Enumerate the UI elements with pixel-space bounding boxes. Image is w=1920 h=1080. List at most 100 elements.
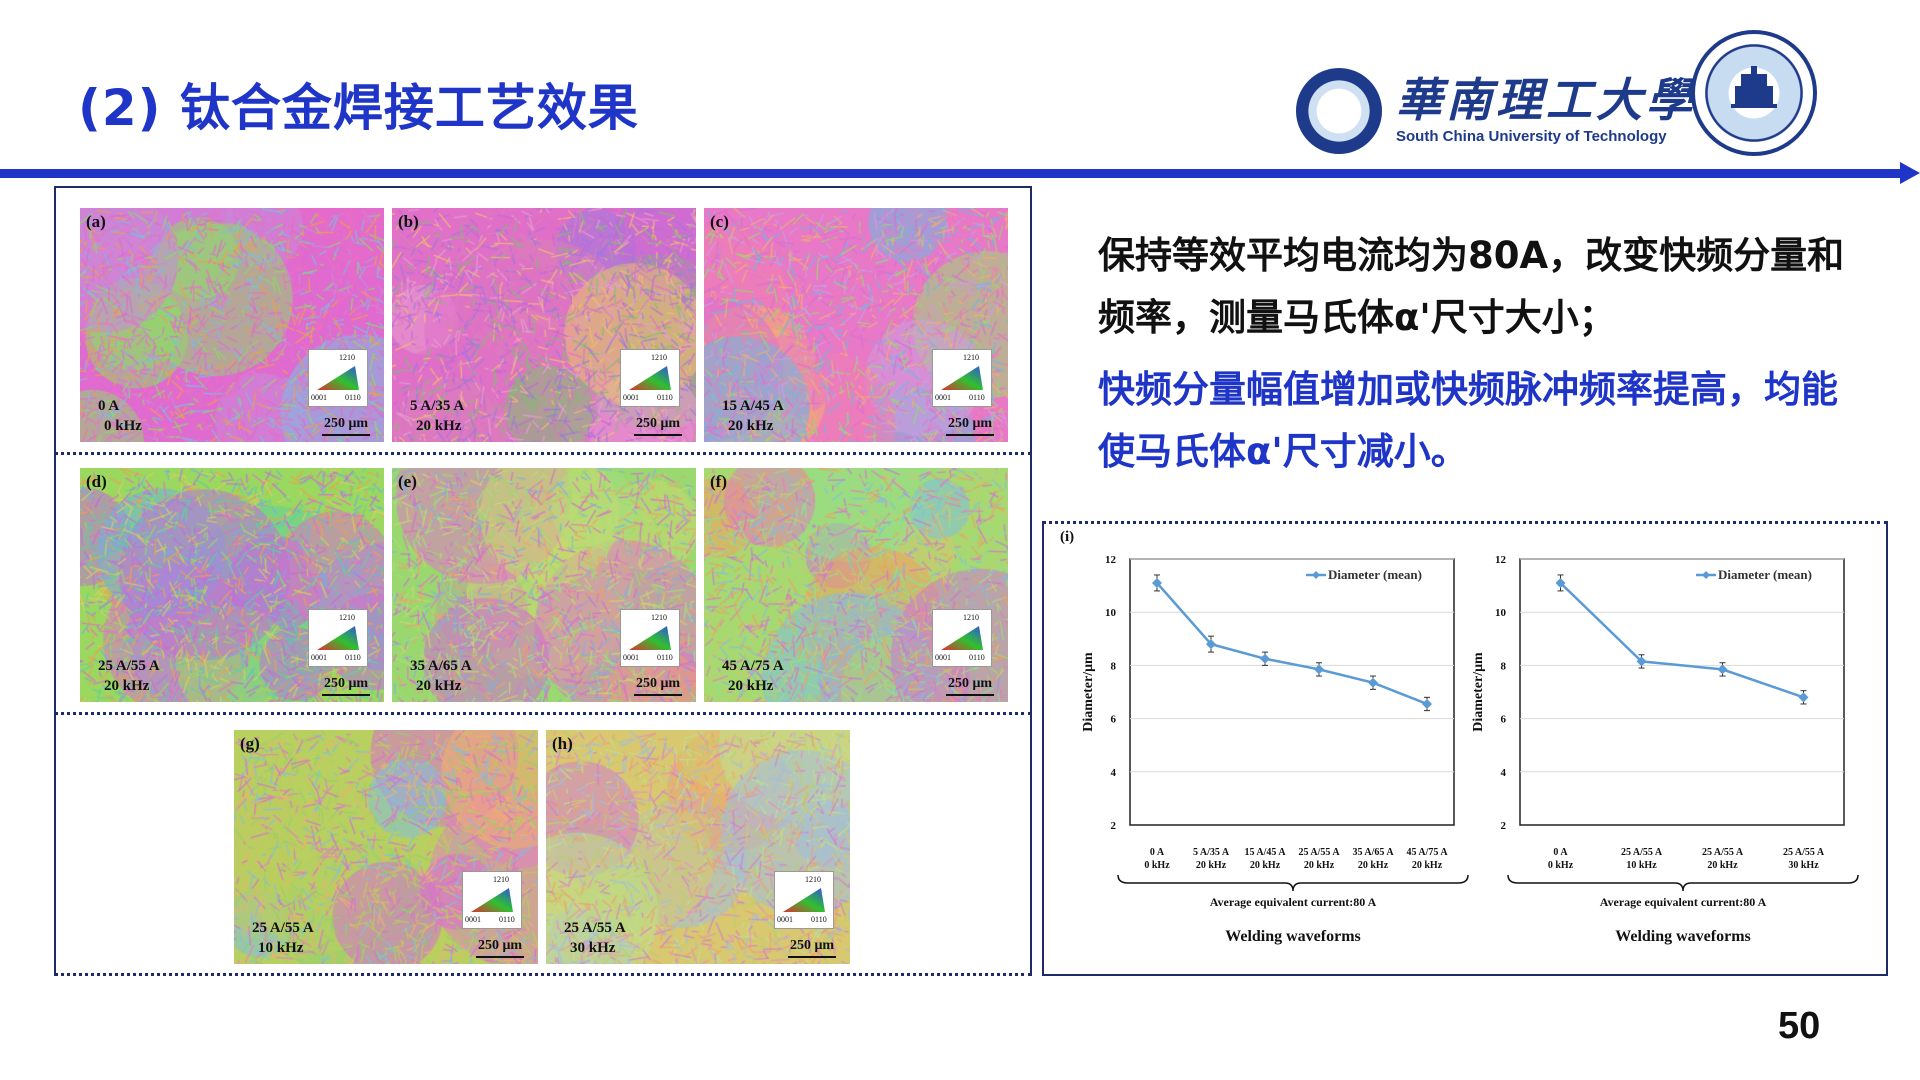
condition-current: 25 A/55 A — [564, 920, 626, 936]
ipf-legend: 1210 0001 0110 — [620, 609, 680, 667]
scale-bar-label: 250 μm — [477, 938, 523, 953]
series-line — [1156, 582, 1428, 706]
ipf-legend: 1210 0001 0110 — [308, 609, 368, 667]
micrograph-label: (a) — [86, 212, 106, 231]
x-tick-label: 25 A/55 A — [1621, 847, 1663, 858]
x-tick-label: 20 kHz — [1304, 860, 1335, 871]
micrograph-condition: 45 A/75 A 20 kHz — [722, 656, 784, 696]
x-axis-label: Welding waveforms — [1615, 928, 1751, 945]
data-point — [1555, 577, 1566, 588]
condition-frequency: 30 kHz — [570, 940, 616, 956]
y-tick-label: 8 — [1501, 660, 1507, 672]
ipf-legend-right: 0110 — [969, 653, 985, 662]
ipf-legend-right: 0110 — [657, 393, 673, 402]
ipf-legend-top: 1210 — [339, 353, 355, 362]
micrograph-condition: 25 A/55 A 30 kHz — [564, 918, 626, 958]
ipf-legend-right: 0110 — [345, 393, 361, 402]
scale-bar-label: 250 μm — [323, 676, 369, 691]
ipf-legend-top: 1210 — [339, 613, 355, 622]
scale-bar-label: 250 μm — [947, 676, 993, 691]
micrograph-tile: (c) 15 A/45 A 20 kHz 1210 0001 0110 250 μm — [704, 208, 1008, 442]
scale-bar: 250 μm — [476, 938, 524, 958]
x-tick-label: 10 kHz — [1626, 860, 1657, 871]
y-tick-label: 12 — [1105, 554, 1117, 566]
ipf-legend: 1210 0001 0110 — [308, 349, 368, 407]
scale-bar-label: 250 μm — [635, 676, 681, 691]
ipf-legend: 1210 0001 0110 — [774, 871, 834, 929]
scale-bar-line — [946, 434, 994, 436]
y-axis-label: Diameter/μm — [1471, 652, 1486, 732]
scale-bar: 250 μm — [946, 416, 994, 436]
scale-bar-line — [322, 694, 370, 696]
x-tick-label: 5 A/35 A — [1193, 847, 1230, 858]
ipf-legend-left: 0001 — [623, 393, 639, 402]
scale-bar: 250 μm — [322, 416, 370, 436]
scale-bar-line — [634, 434, 682, 436]
x-tick-label: 0 kHz — [1144, 860, 1170, 871]
ipf-legend-left: 0001 — [777, 915, 793, 924]
micrograph-label: (f) — [710, 472, 727, 491]
ipf-legend-right: 0110 — [969, 393, 985, 402]
condition-frequency: 20 kHz — [416, 418, 462, 434]
series-line — [1559, 582, 1804, 699]
x-tick-label: 20 kHz — [1358, 860, 1389, 871]
ipf-legend-left: 0001 — [311, 653, 327, 662]
data-point — [1368, 677, 1378, 688]
row-divider — [54, 452, 1032, 455]
x-tick-label: 15 A/45 A — [1244, 847, 1286, 858]
x-tick-label: 25 A/55 A — [1783, 847, 1825, 858]
micrograph-tile: (h) 25 A/55 A 30 kHz 1210 0001 0110 250 μm — [546, 730, 850, 964]
chart-panel-label: (i) — [1060, 529, 1074, 545]
micrograph-label: (b) — [398, 212, 419, 231]
micrograph-label: (e) — [398, 472, 417, 491]
data-point — [1636, 656, 1647, 667]
ipf-legend: 1210 0001 0110 — [932, 609, 992, 667]
micrograph-condition: 35 A/65 A 20 kHz — [410, 656, 472, 696]
x-tick-label: 35 A/65 A — [1352, 847, 1394, 858]
legend-label: Diameter (mean) — [1328, 567, 1422, 582]
condition-frequency: 20 kHz — [416, 678, 462, 694]
micrograph-condition: 25 A/55 A 20 kHz — [98, 656, 160, 696]
x-tick-label: 20 kHz — [1250, 860, 1281, 871]
y-tick-label: 2 — [1501, 820, 1507, 832]
legend-marker — [1312, 571, 1320, 579]
data-point — [1206, 639, 1216, 650]
ipf-legend: 1210 0001 0110 — [462, 871, 522, 929]
condition-current: 15 A/45 A — [722, 398, 784, 414]
ipf-legend-right: 0110 — [811, 915, 827, 924]
university-logo: 華南理工大學 South China University of Technol… — [1296, 30, 1836, 166]
data-point — [1798, 692, 1809, 703]
ipf-legend-top: 1210 — [493, 875, 509, 884]
ipf-legend: 1210 0001 0110 — [620, 349, 680, 407]
micrograph-label: (c) — [710, 212, 729, 231]
ipf-legend-top: 1210 — [963, 613, 979, 622]
micrograph-label: (h) — [552, 734, 573, 753]
scale-bar: 250 μm — [634, 676, 682, 696]
scale-bar-line — [322, 434, 370, 436]
legend-marker — [1702, 571, 1710, 579]
ipf-legend-top: 1210 — [963, 353, 979, 362]
condition-frequency: 20 kHz — [728, 678, 774, 694]
ipf-legend-top: 1210 — [651, 353, 667, 362]
scale-bar-label: 250 μm — [789, 938, 835, 953]
micrograph-panel — [54, 186, 1032, 976]
scale-bar: 250 μm — [322, 676, 370, 696]
condition-current: 25 A/55 A — [252, 920, 314, 936]
data-point — [1314, 664, 1324, 675]
micrograph-tile: (b) 5 A/35 A 20 kHz 1210 0001 0110 250 μm — [392, 208, 696, 442]
x-axis-note: Average equivalent current:80 A — [1210, 895, 1377, 909]
ipf-legend-left: 0001 — [935, 393, 951, 402]
condition-frequency: 20 kHz — [104, 678, 150, 694]
description-text: 保持等效平均电流均为80A，改变快频分量和频率，测量马氏体α'尺寸大小； 快频分… — [1098, 225, 1858, 483]
ipf-legend: 1210 0001 0110 — [932, 349, 992, 407]
y-tick-label: 10 — [1495, 607, 1507, 619]
y-tick-label: 8 — [1111, 660, 1117, 672]
scale-bar: 250 μm — [788, 938, 836, 958]
y-tick-label: 12 — [1495, 554, 1507, 566]
ipf-legend-right: 0110 — [499, 915, 515, 924]
data-point — [1717, 664, 1728, 675]
description-line-1: 保持等效平均电流均为80A，改变快频分量和频率，测量马氏体α'尺寸大小； — [1098, 234, 1845, 339]
scale-bar-label: 250 μm — [323, 416, 369, 431]
condition-current: 25 A/55 A — [98, 658, 160, 674]
ipf-legend-top: 1210 — [805, 875, 821, 884]
